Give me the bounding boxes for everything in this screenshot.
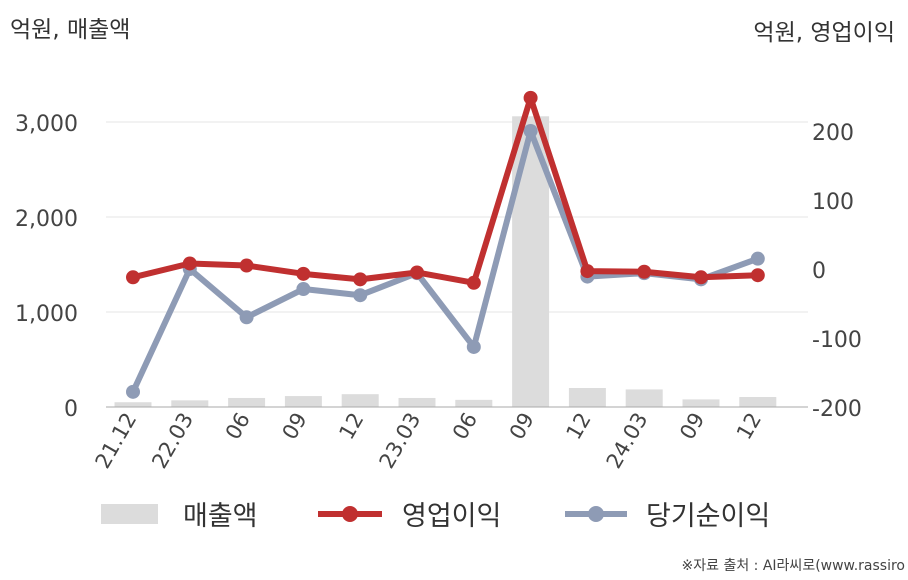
- right-tick-label: 0: [812, 259, 826, 284]
- left-axis-title: 억원, 매출액: [10, 17, 130, 43]
- legend-label: 매출액: [183, 501, 258, 532]
- bar: [171, 400, 209, 407]
- legend-swatch-bar: [101, 504, 158, 524]
- bar: [398, 397, 436, 407]
- left-tick-label: 1,000: [15, 302, 78, 327]
- x-tick-label: 12: [562, 409, 596, 444]
- left-tick-label: 0: [64, 397, 78, 422]
- right-tick-label: 100: [812, 190, 854, 215]
- x-tick-label: 06: [448, 409, 482, 444]
- bar: [682, 399, 720, 407]
- line-series: [126, 90, 765, 399]
- bar: [284, 396, 322, 407]
- left-tick-label: 2,000: [15, 207, 78, 232]
- x-tick-label: 09: [278, 409, 312, 444]
- right-axis-ticks: -200 -100 0 100 200: [812, 121, 862, 422]
- gridlines: [106, 121, 808, 313]
- legend-label: 영업이익: [402, 501, 501, 532]
- x-tick-label: 06: [221, 409, 255, 444]
- series-point: [353, 272, 368, 287]
- source-note: ※자료 출처 : AI라씨로(www.rassiro: [682, 558, 905, 574]
- series-point: [296, 266, 311, 281]
- x-tick-label: 09: [675, 409, 709, 444]
- series-point: [694, 270, 708, 285]
- bar: [625, 389, 663, 407]
- bar: [341, 394, 379, 407]
- bar: [228, 397, 266, 407]
- series-point: [750, 251, 765, 266]
- series-point: [466, 339, 481, 354]
- right-tick-label: -200: [812, 397, 862, 422]
- x-tick-label: 12: [732, 409, 766, 444]
- series-point: [523, 124, 538, 138]
- legend-swatch-point: [588, 506, 604, 522]
- x-tick-label: 21.12: [90, 409, 141, 473]
- series-point: [239, 310, 254, 325]
- legend-swatch-point: [342, 506, 358, 522]
- x-tick-label: 22.03: [147, 409, 198, 473]
- series-line: [130, 94, 761, 286]
- x-tick-label: 24.03: [602, 409, 653, 473]
- right-axis-title: 억원, 영업이익: [753, 20, 895, 46]
- series-point: [580, 264, 595, 279]
- series-point: [126, 270, 140, 285]
- legend: 매출액 영업이익 당기순이익: [101, 501, 770, 532]
- series-point: [466, 275, 481, 290]
- series-point: [750, 268, 765, 283]
- series-point: [353, 288, 368, 303]
- legend-label: 당기순이익: [646, 501, 770, 532]
- right-tick-label: -100: [812, 328, 862, 353]
- series-point: [126, 384, 140, 399]
- x-axis-ticks: 21.12 22.03 06 09 12 23.03 06 09 12 24.03 09 12: [90, 409, 766, 473]
- bar: [114, 402, 152, 407]
- series-point: [182, 256, 197, 271]
- series-line: [130, 128, 761, 395]
- bar: [739, 397, 777, 407]
- series-point: [410, 265, 424, 280]
- x-tick-label: 09: [505, 409, 539, 444]
- series-point: [637, 264, 652, 279]
- x-tick-label: 23.03: [374, 409, 425, 473]
- bar: [455, 399, 493, 407]
- series-point: [523, 90, 538, 105]
- left-tick-label: 3,000: [15, 112, 78, 137]
- x-tick-label: 12: [334, 409, 368, 444]
- series-point: [296, 282, 311, 297]
- series-point: [239, 258, 254, 273]
- left-axis-ticks: 0 1,000 2,000 3,000: [15, 112, 78, 422]
- bar: [568, 388, 606, 407]
- right-tick-label: 200: [812, 121, 854, 146]
